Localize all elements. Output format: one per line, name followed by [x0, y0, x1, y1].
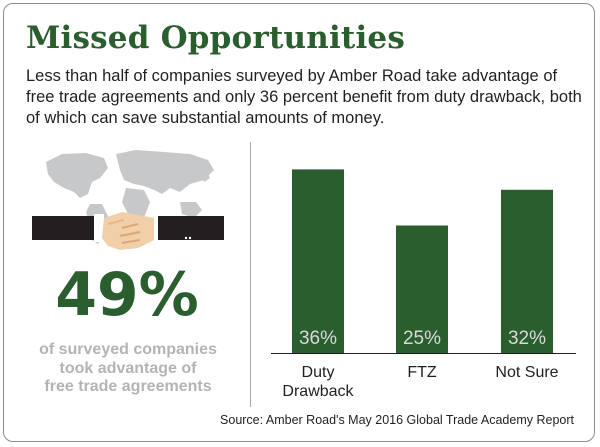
highlight-percentage: 49%: [55, 260, 199, 330]
bar-data-label: 36%: [299, 328, 337, 349]
x-tick-label: Drawback: [282, 383, 354, 400]
bar-data-label: 25%: [403, 328, 441, 349]
bar-0: [292, 169, 344, 353]
highlight-caption: of surveyed companies took advantage of …: [22, 341, 234, 397]
column-divider: [250, 142, 251, 407]
highlight-caption-line: took advantage of: [59, 359, 197, 377]
infographic-card: Missed Opportunities Less than half of c…: [3, 3, 595, 442]
x-tick-label: FTZ: [407, 364, 437, 381]
bar-1: [396, 225, 448, 353]
subtitle: Less than half of companies surveyed by …: [26, 67, 582, 127]
source-note: Source: Amber Road's May 2016 Global Tra…: [220, 413, 574, 427]
page-title: Missed Opportunities: [26, 20, 405, 56]
highlight-caption-line: of surveyed companies: [39, 341, 217, 358]
bar-data-label: 32%: [508, 328, 546, 349]
bar-2: [501, 189, 553, 353]
highlight-caption-line: free trade agreements: [44, 378, 212, 395]
bar-chart: 36% Duty Drawback 25% FTZ 32% Not Sure: [271, 169, 576, 400]
illustration: [32, 150, 224, 250]
x-tick-label: Duty: [302, 364, 335, 381]
x-tick-label: Not Sure: [495, 364, 558, 381]
handshake-icon: [32, 212, 224, 250]
